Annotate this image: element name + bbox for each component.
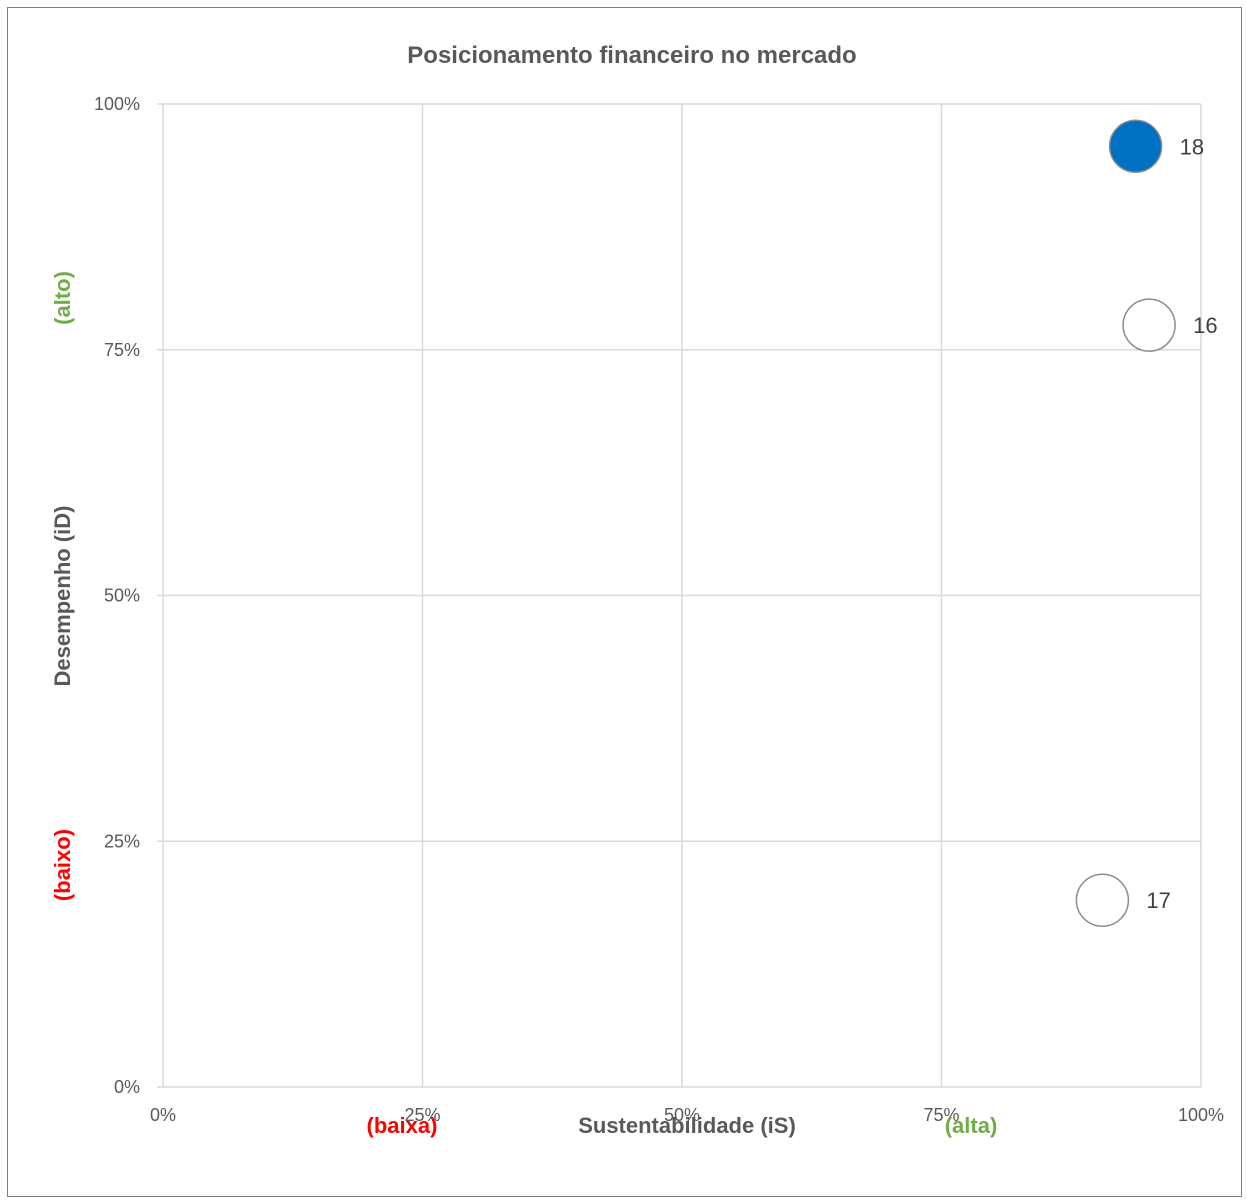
y-axis-label: Desempenho (iD) xyxy=(50,506,75,687)
y-qualifier-high: (alto) xyxy=(50,271,75,325)
data-point xyxy=(1122,298,1176,352)
x-tick-label: 100% xyxy=(1178,1105,1224,1125)
x-tick-label: 75% xyxy=(923,1105,959,1125)
data-point-label: 17 xyxy=(1146,888,1170,913)
x-qualifier-high: (alta) xyxy=(945,1113,998,1138)
y-qualifier-low: (baixo) xyxy=(50,829,75,901)
data-point-label: 16 xyxy=(1193,313,1217,338)
chart-frame xyxy=(7,7,1242,1197)
y-tick-labels: 0% 25% 50% 75% 100% xyxy=(94,94,140,1097)
gridlines xyxy=(157,103,1202,1088)
x-tick-label: 25% xyxy=(404,1105,440,1125)
data-points: 18 16 17 xyxy=(1075,119,1218,927)
y-tick-label: 100% xyxy=(94,94,140,114)
chart-title: Posicionamento financeiro no mercado xyxy=(407,42,856,69)
y-tick-label: 25% xyxy=(104,831,140,851)
y-tick-label: 50% xyxy=(104,586,140,606)
y-tick-label: 75% xyxy=(104,340,140,360)
data-point-label: 18 xyxy=(1180,134,1204,159)
data-point xyxy=(1108,119,1163,174)
y-tick-label: 0% xyxy=(114,1077,140,1097)
x-tick-labels: 0% 25% 50% 75% 100% xyxy=(150,1105,1224,1125)
data-point xyxy=(1075,873,1130,927)
x-axis-label: Sustentabilidade (iS) xyxy=(578,1113,796,1138)
x-qualifier-low: (baixa) xyxy=(367,1113,438,1138)
x-tick-label: 0% xyxy=(150,1105,176,1125)
x-tick-label: 50% xyxy=(664,1105,700,1125)
